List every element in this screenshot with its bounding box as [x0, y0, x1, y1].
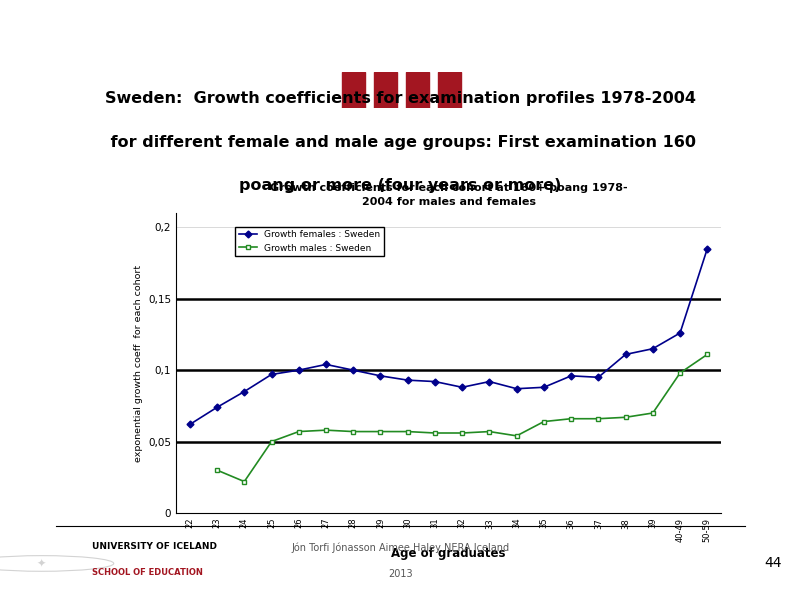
Growth females : Sweden: (17, 0.115): Sweden: (17, 0.115) [648, 345, 658, 352]
Growth males : Sweden: (2, 0.022): Sweden: (2, 0.022) [239, 478, 249, 485]
Text: ✦: ✦ [37, 559, 46, 568]
Growth females : Sweden: (1, 0.074): Sweden: (1, 0.074) [212, 404, 222, 411]
Legend: Growth females : Sweden, Growth males : Sweden: Growth females : Sweden, Growth males : … [235, 227, 384, 256]
Growth males : Sweden: (4, 0.057): Sweden: (4, 0.057) [294, 428, 304, 435]
Growth females : Sweden: (14, 0.096): Sweden: (14, 0.096) [566, 372, 576, 379]
Growth females : Sweden: (16, 0.111): Sweden: (16, 0.111) [621, 351, 630, 358]
Growth females : Sweden: (4, 0.1): Sweden: (4, 0.1) [294, 367, 304, 374]
FancyBboxPatch shape [403, 27, 417, 74]
Text: Jón Torfi Jónasson Aimee Haley NERA Iceland: Jón Torfi Jónasson Aimee Haley NERA Icel… [292, 542, 509, 553]
Text: for different female and male age groups: First examination 160: for different female and male age groups… [105, 135, 696, 150]
Growth males : Sweden: (5, 0.058): Sweden: (5, 0.058) [321, 427, 331, 434]
Growth males : Sweden: (14, 0.066): Sweden: (14, 0.066) [566, 415, 576, 422]
FancyBboxPatch shape [363, 27, 377, 74]
X-axis label: Age of graduates: Age of graduates [392, 547, 505, 560]
Growth females : Sweden: (2, 0.085): Sweden: (2, 0.085) [239, 388, 249, 395]
Growth males : Sweden: (3, 0.05): Sweden: (3, 0.05) [267, 438, 276, 445]
Growth males : Sweden: (6, 0.057): Sweden: (6, 0.057) [348, 428, 358, 435]
Text: poang or more (four years or more): poang or more (four years or more) [239, 178, 562, 193]
Growth males : Sweden: (15, 0.066): Sweden: (15, 0.066) [594, 415, 603, 422]
Growth males : Sweden: (13, 0.064): Sweden: (13, 0.064) [539, 418, 549, 425]
Text: 2013: 2013 [388, 569, 413, 579]
Y-axis label: exponential growth coeff  for each cohort: exponential growth coeff for each cohort [134, 265, 143, 461]
Growth males : Sweden: (16, 0.067): Sweden: (16, 0.067) [621, 413, 630, 421]
Growth males : Sweden: (18, 0.098): Sweden: (18, 0.098) [675, 370, 685, 377]
Growth males : Sweden: (11, 0.057): Sweden: (11, 0.057) [485, 428, 494, 435]
FancyBboxPatch shape [356, 13, 445, 29]
Growth females : Sweden: (19, 0.185): Sweden: (19, 0.185) [702, 245, 712, 253]
Growth females : Sweden: (6, 0.1): Sweden: (6, 0.1) [348, 367, 358, 374]
Growth males : Sweden: (8, 0.057): Sweden: (8, 0.057) [403, 428, 413, 435]
Growth males : Sweden: (17, 0.07): Sweden: (17, 0.07) [648, 409, 658, 416]
FancyBboxPatch shape [437, 72, 461, 108]
Growth females : Sweden: (18, 0.126): Sweden: (18, 0.126) [675, 329, 685, 337]
Growth females : Sweden: (9, 0.092): Sweden: (9, 0.092) [430, 378, 440, 385]
Growth males : Sweden: (1, 0.03): Sweden: (1, 0.03) [212, 467, 222, 474]
Line: Growth females : Sweden: Growth females : Sweden [187, 246, 710, 427]
Title: Growth coefficients for each cohort at 160+ poang 1978-
2004 for males and femal: Growth coefficients for each cohort at 1… [270, 184, 627, 206]
Growth males : Sweden: (12, 0.054): Sweden: (12, 0.054) [512, 432, 521, 439]
Growth females : Sweden: (3, 0.097): Sweden: (3, 0.097) [267, 371, 276, 378]
Text: UNIVERSITY OF ICELAND: UNIVERSITY OF ICELAND [92, 542, 217, 551]
Growth females : Sweden: (10, 0.088): Sweden: (10, 0.088) [457, 383, 467, 391]
Text: SCHOOL OF EDUCATION: SCHOOL OF EDUCATION [92, 568, 203, 577]
Text: 44: 44 [764, 556, 782, 571]
Growth females : Sweden: (7, 0.096): Sweden: (7, 0.096) [376, 372, 385, 379]
FancyBboxPatch shape [405, 72, 429, 108]
Growth females : Sweden: (11, 0.092): Sweden: (11, 0.092) [485, 378, 494, 385]
Growth females : Sweden: (15, 0.095): Sweden: (15, 0.095) [594, 374, 603, 381]
Growth males : Sweden: (7, 0.057): Sweden: (7, 0.057) [376, 428, 385, 435]
Growth females : Sweden: (0, 0.062): Sweden: (0, 0.062) [185, 421, 195, 428]
Growth females : Sweden: (13, 0.088): Sweden: (13, 0.088) [539, 383, 549, 391]
Line: Growth males : Sweden: Growth males : Sweden [215, 352, 710, 484]
FancyBboxPatch shape [373, 72, 396, 108]
Growth females : Sweden: (5, 0.104): Sweden: (5, 0.104) [321, 361, 331, 368]
FancyBboxPatch shape [383, 27, 397, 74]
FancyBboxPatch shape [423, 27, 437, 74]
Growth males : Sweden: (10, 0.056): Sweden: (10, 0.056) [457, 430, 467, 437]
Growth females : Sweden: (12, 0.087): Sweden: (12, 0.087) [512, 385, 521, 392]
Growth males : Sweden: (9, 0.056): Sweden: (9, 0.056) [430, 430, 440, 437]
Text: Sweden:  Growth coefficients for examination profiles 1978-2004: Sweden: Growth coefficients for examinat… [105, 91, 696, 106]
Growth males : Sweden: (19, 0.111): Sweden: (19, 0.111) [702, 351, 712, 358]
FancyBboxPatch shape [341, 72, 364, 108]
Growth females : Sweden: (8, 0.093): Sweden: (8, 0.093) [403, 377, 413, 384]
